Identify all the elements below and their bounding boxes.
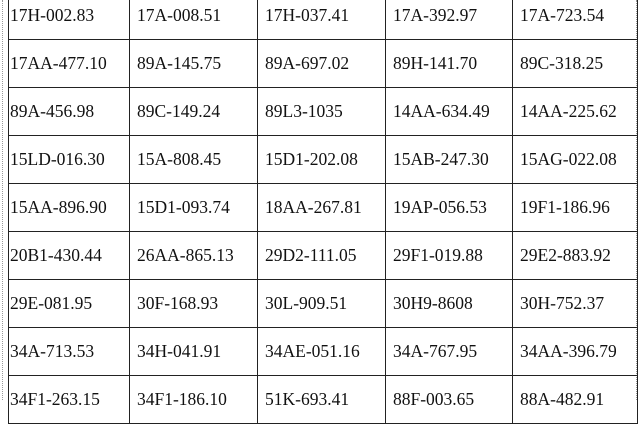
table-cell: 15AB-247.30	[385, 135, 513, 184]
table-cell: 15D1-202.08	[257, 135, 386, 184]
table-cell: 17A-008.51	[129, 0, 258, 40]
table-cell: 34A-767.95	[385, 327, 513, 376]
table-cell: 19AP-056.53	[385, 183, 513, 232]
table-cell: 30F-168.93	[129, 279, 258, 328]
table-cell: 29E-081.95	[8, 279, 130, 328]
table-cell: 17H-037.41	[257, 0, 386, 40]
table-row: 29E-081.95 30F-168.93 30L-909.51 30H9-8608 3…	[8, 279, 638, 328]
table-cell: 89A-456.98	[8, 87, 130, 136]
table-row: 17AA-477.10 89A-145.75 89A-697.02 89H-141.7…	[8, 39, 638, 88]
table-cell: 15AG-022.08	[512, 135, 638, 184]
table-cell: 34AE-051.16	[257, 327, 386, 376]
table-cell: 15D1-093.74	[129, 183, 258, 232]
table-row: 17H-002.83 17A-008.51 17H-037.41 17A-392.97…	[8, 0, 638, 40]
table-cell: 29F1-019.88	[385, 231, 513, 280]
table-cell: 17A-392.97	[385, 0, 513, 40]
table-cell: 30H9-8608	[385, 279, 513, 328]
table-cell: 89L3-1035	[257, 87, 386, 136]
table-cell: 20B1-430.44	[8, 231, 130, 280]
table-cell: 89H-141.70	[385, 39, 513, 88]
table-cell: 89C-149.24	[129, 87, 258, 136]
license-plate-table: 17H-002.83 17A-008.51 17H-037.41 17A-392.97…	[8, 0, 638, 424]
table-cell: 29D2-111.05	[257, 231, 386, 280]
table-row: 89A-456.98 89C-149.24 89L3-1035 14AA-634.49…	[8, 87, 638, 136]
table-cell: 15AA-896.90	[8, 183, 130, 232]
table-cell: 30L-909.51	[257, 279, 386, 328]
table-row: 20B1-430.44 26AA-865.13 29D2-111.05 29F1-01…	[8, 231, 638, 280]
table-cell: 29E2-883.92	[512, 231, 638, 280]
table-row: 15LD-016.30 15A-808.45 15D1-202.08 15AB-247…	[8, 135, 638, 184]
table-cell: 19F1-186.96	[512, 183, 638, 232]
table-cell: 89A-145.75	[129, 39, 258, 88]
table-cell: 15A-808.45	[129, 135, 258, 184]
table-cell: 34AA-396.79	[512, 327, 638, 376]
table-cell: 18AA-267.81	[257, 183, 386, 232]
table-cell: 89A-697.02	[257, 39, 386, 88]
table-row: 34A-713.53 34H-041.91 34AE-051.16 34A-767.9…	[8, 327, 638, 376]
table-cell: 17AA-477.10	[8, 39, 130, 88]
table-cell: 89C-318.25	[512, 39, 638, 88]
page-margin-guide	[2, 0, 3, 400]
table-cell: 17A-723.54	[512, 0, 638, 40]
table-row: 15AA-896.90 15D1-093.74 18AA-267.81 19AP-05…	[8, 183, 638, 232]
table-cell: 34H-041.91	[129, 327, 258, 376]
table-cell: 34A-713.53	[8, 327, 130, 376]
table-cell: 14AA-634.49	[385, 87, 513, 136]
table-cell: 14AA-225.62	[512, 87, 638, 136]
table-cell: 15LD-016.30	[8, 135, 130, 184]
table-cell: 30H-752.37	[512, 279, 638, 328]
table-cell: 17H-002.83	[8, 0, 130, 40]
table-cell: 26AA-865.13	[129, 231, 258, 280]
